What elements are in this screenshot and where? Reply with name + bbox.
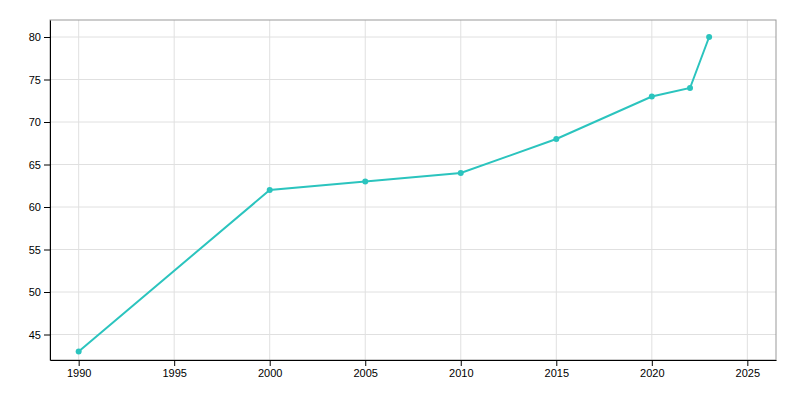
grid-line-y bbox=[50, 249, 776, 250]
x-tick-mark bbox=[174, 360, 175, 366]
grid-line-x bbox=[174, 20, 175, 360]
y-tick: 65 bbox=[29, 159, 50, 171]
y-tick-mark bbox=[44, 80, 50, 81]
grid-line-y bbox=[50, 334, 776, 335]
marks bbox=[76, 34, 712, 355]
x-tick: 2015 bbox=[545, 360, 569, 379]
y-tick: 75 bbox=[29, 74, 50, 86]
y-tick: 60 bbox=[29, 201, 50, 213]
x-tick-mark bbox=[365, 360, 366, 366]
x-tick-mark bbox=[461, 360, 462, 366]
x-tick-mark bbox=[270, 360, 271, 366]
plot-frame bbox=[50, 20, 776, 360]
grid-line-y bbox=[50, 292, 776, 293]
point bbox=[687, 85, 693, 91]
x-tick-mark bbox=[747, 360, 748, 366]
y-tick-label: 50 bbox=[29, 286, 41, 298]
x-tick: 2025 bbox=[736, 360, 760, 379]
y-tick-label: 60 bbox=[29, 201, 41, 213]
y-tick-mark bbox=[44, 292, 50, 293]
x-tick-label: 1990 bbox=[67, 367, 91, 379]
y-tick-mark bbox=[44, 207, 50, 208]
point bbox=[76, 349, 82, 355]
y-tick-label: 45 bbox=[29, 329, 41, 341]
x-tick-label: 1995 bbox=[162, 367, 186, 379]
y-tick-mark bbox=[44, 250, 50, 251]
point bbox=[362, 179, 368, 185]
y-tick: 55 bbox=[29, 244, 50, 256]
x-tick: 1990 bbox=[67, 360, 91, 379]
x-tick-label: 2005 bbox=[353, 367, 377, 379]
grid-line-x bbox=[747, 20, 748, 360]
point bbox=[553, 136, 559, 142]
grid-line-x bbox=[365, 20, 366, 360]
y-tick: 45 bbox=[29, 329, 50, 341]
x-tick-label: 2000 bbox=[258, 367, 282, 379]
grid-line-y bbox=[50, 79, 776, 80]
y-tick-label: 75 bbox=[29, 74, 41, 86]
x-tick-mark bbox=[652, 360, 653, 366]
x-tick: 1995 bbox=[162, 360, 186, 379]
point bbox=[706, 34, 712, 40]
x-tick-mark bbox=[79, 360, 80, 366]
y-tick: 70 bbox=[29, 116, 50, 128]
x-tick-label: 2010 bbox=[449, 367, 473, 379]
chart: 1990 1995 2000 2005 2010 2015 2020 2025 45 50 55 60… bbox=[0, 0, 800, 400]
y-tick-mark bbox=[44, 122, 50, 123]
grid-line-y bbox=[50, 164, 776, 165]
y-tick-label: 80 bbox=[29, 31, 41, 43]
point bbox=[267, 187, 273, 193]
x-tick-mark bbox=[556, 360, 557, 366]
y-tick-label: 65 bbox=[29, 159, 41, 171]
plot: 1990 1995 2000 2005 2010 2015 2020 2025 45 50 55 60… bbox=[29, 20, 777, 379]
grid-line-x bbox=[460, 20, 461, 360]
grid-line-y bbox=[50, 37, 776, 38]
grid-line-y bbox=[50, 207, 776, 208]
x-tick-label: 2020 bbox=[640, 367, 664, 379]
x-tick: 2020 bbox=[640, 360, 664, 379]
x-tick-label: 2015 bbox=[545, 367, 569, 379]
y-tick-label: 55 bbox=[29, 244, 41, 256]
grid-line-y bbox=[50, 122, 776, 123]
point bbox=[649, 94, 655, 100]
grid-line-x bbox=[556, 20, 557, 360]
y-axis: 45 50 55 60 65 70 75 80 bbox=[29, 21, 51, 361]
y-axis-line bbox=[50, 21, 51, 361]
x-tick: 2005 bbox=[353, 360, 377, 379]
x-tick: 2000 bbox=[258, 360, 282, 379]
x-tick-label: 2025 bbox=[736, 367, 760, 379]
y-tick-mark bbox=[44, 335, 50, 336]
x-axis: 1990 1995 2000 2005 2010 2015 2020 2025 bbox=[51, 360, 777, 379]
grid-line-x bbox=[78, 20, 79, 360]
x-tick: 2010 bbox=[449, 360, 473, 379]
y-tick: 50 bbox=[29, 286, 50, 298]
grid-line-x bbox=[651, 20, 652, 360]
point bbox=[458, 170, 464, 176]
y-tick: 80 bbox=[29, 31, 50, 43]
grid bbox=[50, 20, 776, 360]
y-tick-mark bbox=[44, 37, 50, 38]
y-tick-label: 70 bbox=[29, 116, 41, 128]
line bbox=[79, 37, 709, 352]
x-axis-line bbox=[51, 360, 777, 361]
y-tick-mark bbox=[44, 165, 50, 166]
